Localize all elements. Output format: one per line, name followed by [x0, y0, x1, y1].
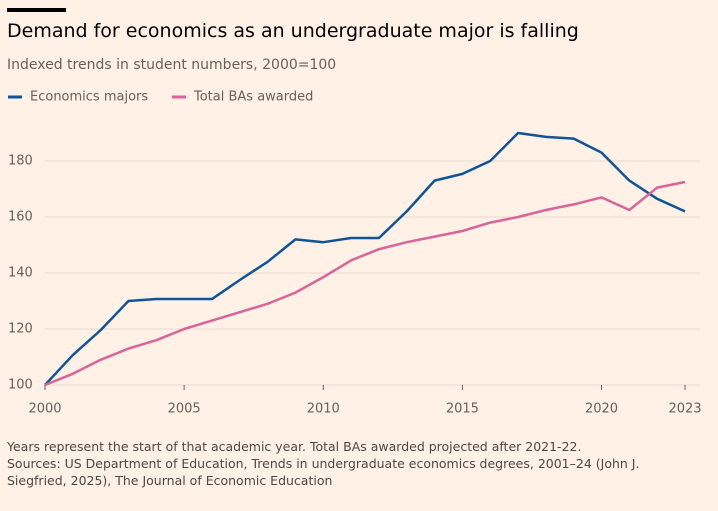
x-tick-label: 2023	[668, 402, 701, 417]
y-tick-label: 160	[8, 210, 33, 225]
data-line	[44, 180, 686, 387]
data-line	[44, 131, 686, 386]
header-bar	[7, 8, 66, 12]
x-tick-label: 2000	[28, 402, 61, 417]
source: Sources: US Department of Education, Tre…	[7, 456, 640, 488]
x-tick-label: 2020	[585, 402, 618, 417]
x-tick-label: 2010	[307, 402, 340, 417]
note: Years represent the start of that academ…	[7, 439, 582, 454]
chart-subtitle: Indexed trends in student numbers, 2000=…	[7, 57, 337, 73]
y-tick-label: 140	[8, 266, 33, 281]
footnote: Years represent the start of that academ…	[7, 438, 647, 489]
legend-label: Total BAs awarded	[193, 90, 313, 105]
y-tick-label: 180	[8, 154, 33, 169]
y-tick-label: 120	[8, 322, 33, 337]
y-tick-label: 100	[8, 378, 33, 393]
x-tick-label: 2015	[446, 402, 479, 417]
chart-title: Demand for economics as an undergraduate…	[7, 20, 579, 42]
x-tick-label: 2005	[168, 402, 201, 417]
legend-label: Economics majors	[30, 90, 148, 105]
chart: 100 120 140 160 180 2000 2005 2010 2015 2020 2023 E…	[8, 90, 702, 417]
